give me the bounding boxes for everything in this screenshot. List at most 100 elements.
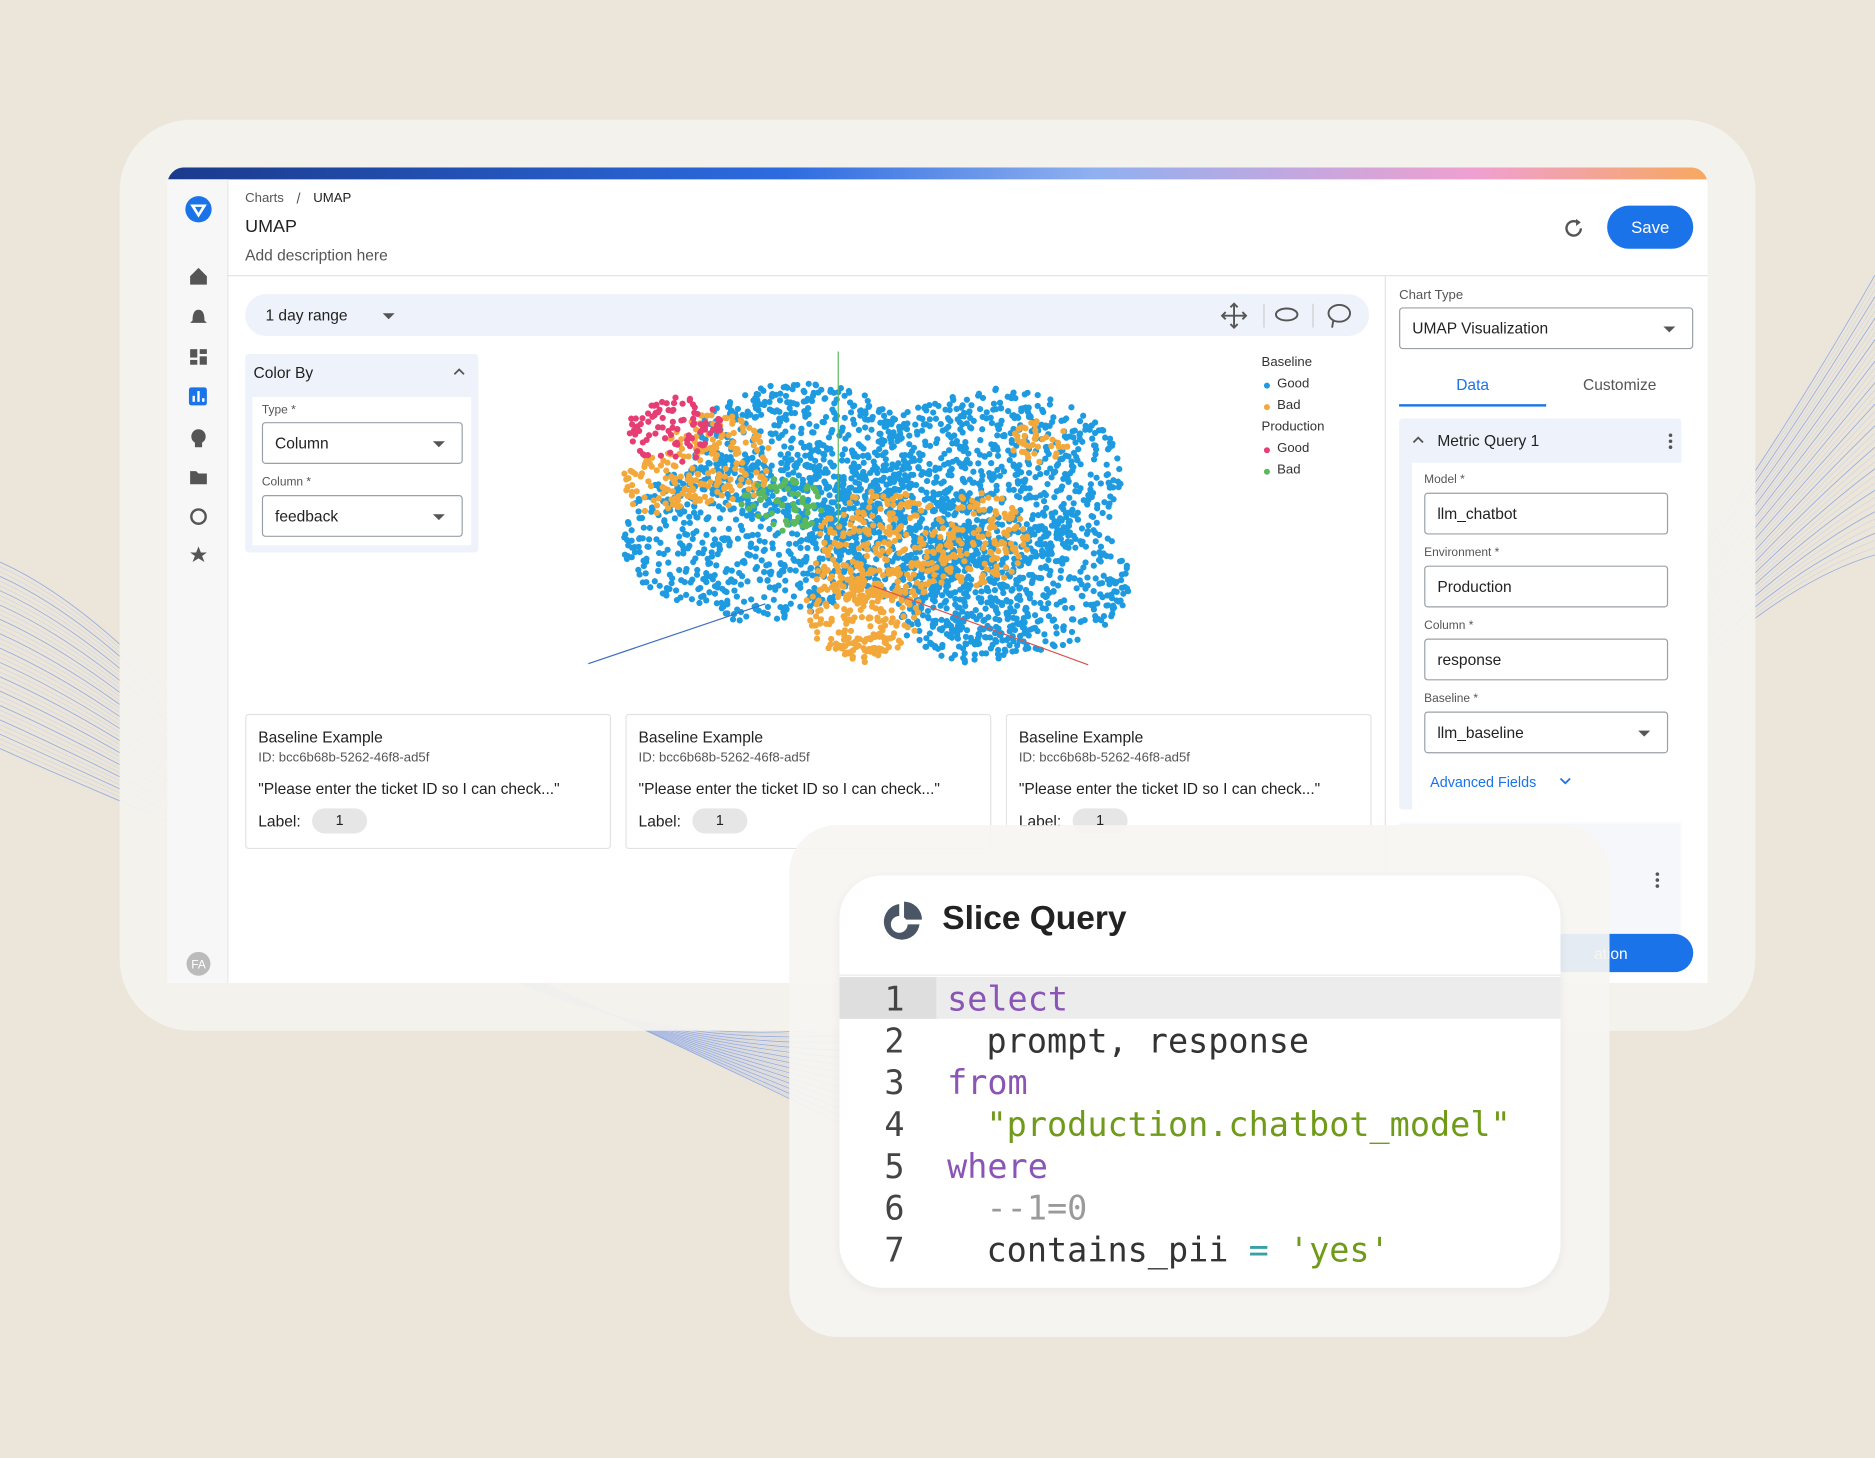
legend-label[interactable]: Bad xyxy=(1277,398,1301,413)
scatter-point xyxy=(685,453,692,460)
save-button[interactable]: Save xyxy=(1607,205,1694,249)
field-input[interactable]: response xyxy=(1424,638,1669,681)
field-input[interactable]: llm_chatbot xyxy=(1424,492,1669,535)
scatter-point xyxy=(708,446,716,453)
example-title: Baseline Example xyxy=(638,728,763,747)
scatter-point xyxy=(1090,527,1097,534)
scatter-point xyxy=(1010,486,1017,494)
field-input[interactable]: llm_baseline xyxy=(1424,711,1669,754)
metric-query-title: Metric Query 1 xyxy=(1437,431,1540,450)
avatar[interactable] xyxy=(186,951,211,976)
scatter-point xyxy=(1010,447,1017,454)
scatter-point xyxy=(691,404,698,411)
scatter-point xyxy=(991,587,999,594)
scatter-point xyxy=(752,402,759,409)
line-number: 7 xyxy=(884,1230,905,1270)
scatter-point xyxy=(1043,434,1050,441)
scatter-point xyxy=(888,607,895,614)
scatter-point xyxy=(949,458,956,465)
scatter-point xyxy=(792,540,800,547)
page-description[interactable]: Add description here xyxy=(245,246,388,265)
scatter-point xyxy=(723,565,731,573)
scatter-point xyxy=(784,399,791,406)
scatter-point xyxy=(937,420,944,428)
lasso-icon[interactable] xyxy=(1274,307,1299,322)
scatter-point xyxy=(1068,458,1075,465)
scatter-point xyxy=(794,531,801,538)
scatter-point xyxy=(645,536,653,543)
scatter-point xyxy=(1076,418,1084,425)
insights-icon[interactable] xyxy=(191,429,206,444)
scatter-point xyxy=(996,581,1004,589)
slice-query-title: Slice Query xyxy=(942,899,1127,937)
collapse-icon[interactable] xyxy=(452,366,466,378)
home-icon[interactable] xyxy=(190,267,207,285)
scatter-point xyxy=(1048,510,1055,517)
scatter-point xyxy=(1065,478,1072,486)
field-label: Column * xyxy=(1424,619,1474,633)
scatter-point xyxy=(840,480,847,487)
tab-data[interactable]: Data xyxy=(1456,375,1490,394)
scatter-point xyxy=(686,443,694,450)
dashboard-icon[interactable] xyxy=(190,349,207,365)
range-select[interactable]: 1 day range xyxy=(265,306,348,325)
chart-type-select[interactable]: UMAP Visualization xyxy=(1399,307,1694,350)
scatter-point xyxy=(674,503,682,511)
field-input[interactable]: Production xyxy=(1424,565,1669,608)
breadcrumb-link[interactable]: Charts xyxy=(245,191,284,206)
scatter-point xyxy=(729,495,736,503)
scatter-point xyxy=(660,490,667,497)
scatter-point xyxy=(1041,631,1048,638)
scatter-point xyxy=(918,581,925,589)
scatter-point xyxy=(755,512,762,520)
scatter-point xyxy=(1009,648,1016,655)
collapse-icon[interactable] xyxy=(1411,434,1425,446)
scatter-point xyxy=(998,495,1005,502)
scatter-point xyxy=(986,577,993,584)
tab-indicator xyxy=(1399,404,1547,407)
breadcrumb-separator: / xyxy=(296,190,301,207)
legend-label[interactable]: Good xyxy=(1277,376,1310,392)
alerts-icon[interactable] xyxy=(190,309,207,323)
scatter-point xyxy=(828,615,835,622)
scatter-point xyxy=(1005,408,1012,415)
scatter-point xyxy=(823,444,830,452)
pan-icon[interactable] xyxy=(1220,302,1248,329)
refresh-icon[interactable] xyxy=(1561,215,1587,241)
scatter-point xyxy=(850,460,858,467)
scatter-point xyxy=(834,593,841,601)
scatter-point xyxy=(786,540,793,547)
scatter-point xyxy=(709,406,716,413)
code-token: "production.chatbot_model" xyxy=(986,1104,1511,1145)
more-icon[interactable] xyxy=(1654,871,1661,890)
type-select[interactable]: Column xyxy=(261,422,463,464)
scatter-point xyxy=(846,399,854,406)
advanced-fields[interactable]: Advanced Fields xyxy=(1430,773,1537,791)
scatter-point xyxy=(963,550,970,557)
more-icon[interactable] xyxy=(1667,432,1674,451)
scatter-point xyxy=(773,615,781,622)
axis-line xyxy=(588,603,766,665)
select-icon[interactable] xyxy=(1327,303,1352,328)
scatter-point xyxy=(684,501,691,508)
example-title: Baseline Example xyxy=(1018,728,1144,747)
legend-label[interactable]: Bad xyxy=(1277,462,1301,478)
column-select[interactable]: feedback xyxy=(261,495,463,537)
scatter-point xyxy=(867,614,874,621)
scatter-point xyxy=(1020,526,1027,533)
scatter-point xyxy=(986,473,994,481)
scatter-point xyxy=(824,515,831,522)
history-icon[interactable] xyxy=(190,508,207,525)
scatter-point xyxy=(1046,571,1053,579)
scatter-point xyxy=(784,504,792,511)
legend-label[interactable]: Good xyxy=(1277,441,1310,456)
favorites-icon[interactable] xyxy=(190,546,207,563)
scatter-point xyxy=(976,405,984,413)
scatter-point xyxy=(806,608,814,615)
scatter-point xyxy=(790,518,797,526)
tab-customize[interactable]: Customize xyxy=(1582,375,1657,394)
scatter-point xyxy=(703,597,710,604)
folder-icon[interactable] xyxy=(190,471,207,485)
scatter-point xyxy=(944,511,952,518)
scatter-point xyxy=(894,578,901,585)
